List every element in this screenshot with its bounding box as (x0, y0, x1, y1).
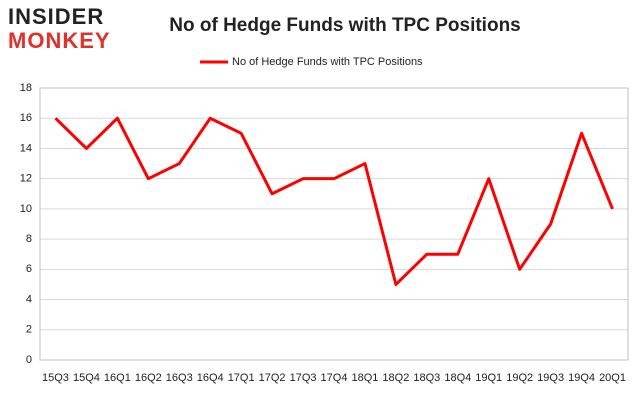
x-tick-label: 20Q1 (599, 372, 626, 384)
x-tick-label: 19Q3 (537, 372, 564, 384)
chart-title: No of Hedge Funds with TPC Positions (169, 15, 521, 36)
x-tick-label: 17Q3 (290, 372, 317, 384)
x-tick-label: 19Q2 (506, 372, 533, 384)
plot-frame (39, 87, 629, 361)
y-tick-label: 4 (26, 293, 32, 305)
x-tick-label: 16Q4 (197, 372, 224, 384)
y-tick-label: 12 (20, 173, 32, 185)
x-tick-label: 18Q4 (444, 372, 471, 384)
x-tick-label: 18Q2 (382, 372, 409, 384)
x-tick-label: 17Q1 (228, 372, 255, 384)
y-tick-label: 16 (20, 112, 32, 124)
y-tick-label: 10 (20, 203, 32, 215)
y-tick-label: 18 (20, 82, 32, 94)
x-tick-label: 15Q4 (73, 372, 100, 384)
x-tick-label: 16Q1 (104, 372, 131, 384)
y-tick-label: 14 (20, 142, 32, 154)
x-tick-label: 18Q3 (413, 372, 440, 384)
y-tick-label: 6 (26, 263, 32, 275)
x-tick-label: 17Q2 (259, 372, 286, 384)
x-tick-label: 19Q1 (475, 372, 502, 384)
x-tick-label: 19Q4 (568, 372, 595, 384)
x-tick-label: 16Q3 (166, 372, 193, 384)
x-tick-label: 17Q4 (321, 372, 348, 384)
y-tick-label: 2 (26, 324, 32, 336)
x-tick-label: 16Q2 (135, 372, 162, 384)
legend-label: No of Hedge Funds with TPC Positions (232, 56, 423, 68)
y-tick-label: 0 (26, 354, 32, 366)
x-tick-label: 18Q1 (351, 372, 378, 384)
logo-line1: INSIDER (8, 4, 104, 29)
line-series (54, 116, 614, 286)
y-tick-label: 8 (26, 233, 32, 245)
logo-line2: MONKEY (8, 28, 111, 53)
x-tick-label: 15Q3 (42, 372, 69, 384)
